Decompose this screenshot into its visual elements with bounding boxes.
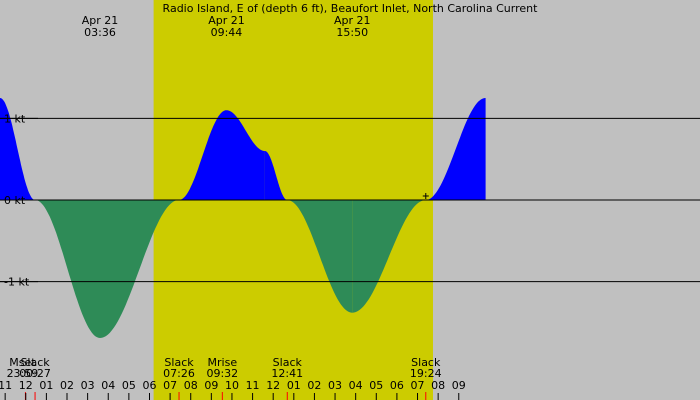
event-time: 23:59 [7,367,39,380]
hour-tick-label: 09 [204,379,218,392]
event-label: Slack [273,356,303,369]
flood-current-area [264,151,288,200]
top-annotation-date: Apr 21 [208,14,245,27]
y-tick-label: -1 kt [4,276,30,289]
hour-tick-label: 11 [0,379,12,392]
hour-ticks: 11 12 01 02 03 04 05 06 07 08 09 10 11 12 01 02 03 04 05 06… [0,379,466,400]
event-label: Mrise [208,356,238,369]
event-markers: Mset23:59Slack00:27Slack07:26Mrise09:32S… [7,193,442,400]
event-label: Slack [20,356,50,369]
top-annotation-time: 15:50 [336,26,368,39]
event-label: Slack [164,356,194,369]
flood-current-area [425,98,486,200]
hour-tick-label: 09 [452,379,466,392]
hour-tick-label: 06 [390,379,404,392]
y-gridlines: 1 kt 0 kt -1 kt [0,112,700,289]
event-time: 09:32 [206,367,238,380]
hour-tick-label: 03 [328,379,342,392]
top-annotation-date: Apr 21 [334,14,371,27]
hour-tick-label: 08 [431,379,445,392]
hour-tick-label: 07 [411,379,425,392]
hour-tick-label: 01 [287,379,301,392]
hour-tick-label: 05 [122,379,136,392]
hour-tick-label: 04 [101,379,115,392]
event-time: 07:26 [163,367,195,380]
event-label: Slack [411,356,441,369]
hour-tick-label: 06 [142,379,156,392]
hour-tick-label: 12 [266,379,280,392]
top-annotation-time: 09:44 [211,26,243,39]
current-areas [0,98,486,338]
top-annotation-time: 03:36 [84,26,116,39]
y-tick-label: 1 kt [4,112,26,125]
hour-tick-label: 08 [184,379,198,392]
event-time: 19:24 [410,367,442,380]
hour-tick-label: 01 [39,379,53,392]
ebb-current-area [100,200,179,338]
hour-tick-label: 05 [369,379,383,392]
hour-tick-label: 07 [163,379,177,392]
hour-tick-label: 10 [225,379,239,392]
event-time: 12:41 [271,367,303,380]
hour-tick-label: 11 [246,379,260,392]
event-time: 00:27 [19,367,51,380]
hour-tick-label: 03 [81,379,95,392]
hour-tick-label: 02 [60,379,74,392]
ebb-current-area [35,200,100,338]
hour-tick-label: 04 [349,379,363,392]
flood-current-area [0,98,36,200]
ebb-current-area [287,200,353,313]
y-tick-label: 0 kt [4,194,26,207]
hour-tick-label: 02 [307,379,321,392]
chart-title: Radio Island, E of (depth 6 ft), Beaufor… [163,2,539,15]
top-annotation-date: Apr 21 [82,14,119,27]
flood-current-area [226,110,265,200]
flood-current-area [179,110,227,200]
ebb-current-area [352,200,426,313]
event-label: Mset [9,356,36,369]
hour-tick-label: 12 [19,379,33,392]
